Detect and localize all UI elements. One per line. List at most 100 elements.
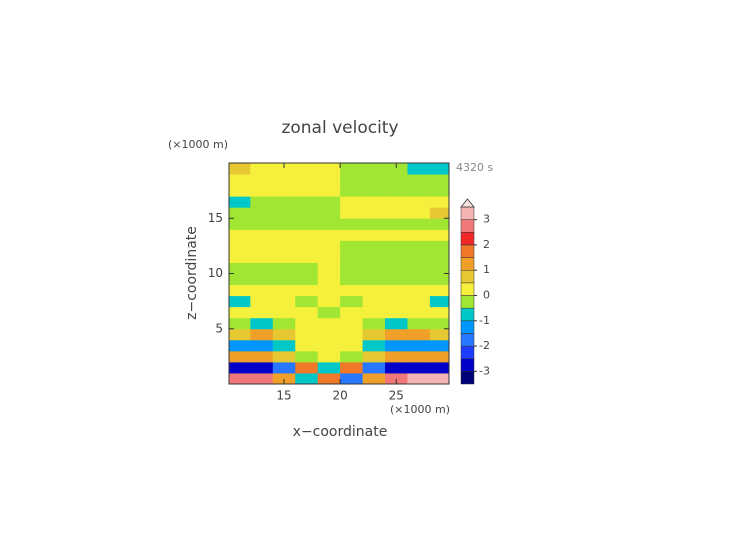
- contour-cell: [429, 251, 449, 263]
- contour-cell: [362, 350, 386, 363]
- contour-cell: [407, 350, 431, 363]
- contour-cell: [317, 372, 341, 384]
- contour-cell: [362, 328, 386, 341]
- contour-cell: [407, 262, 431, 274]
- colorbar-band: [460, 333, 475, 347]
- contour-cell: [407, 251, 431, 263]
- contour-cell: [362, 185, 386, 197]
- contour-cell: [317, 350, 341, 363]
- contour-cell: [340, 174, 364, 186]
- contour-cell: [272, 240, 296, 252]
- contour-cell: [340, 207, 364, 219]
- contour-cell: [385, 361, 408, 374]
- contour-cell: [407, 207, 431, 219]
- contour-cell: [250, 339, 274, 352]
- colorbar-band: [460, 244, 475, 258]
- contour-cell: [295, 306, 319, 319]
- colorbar-tick-label: 1: [483, 263, 490, 276]
- contour-cell: [250, 163, 274, 175]
- contour-cell: [229, 163, 251, 175]
- contour-cell: [385, 317, 408, 330]
- contour-cell: [429, 317, 449, 330]
- colorbar-band: [460, 295, 475, 309]
- x-axis-label: x−coordinate: [293, 424, 388, 440]
- colorbar-band: [460, 257, 475, 271]
- contour-cell: [429, 350, 449, 363]
- time-annotation: 4320 s: [456, 161, 493, 174]
- colorbar-band: [460, 206, 475, 220]
- colorbar-band: [460, 232, 475, 246]
- contour-cell: [272, 229, 296, 241]
- contour-cell: [317, 251, 341, 263]
- contour-cell: [272, 350, 296, 363]
- contour-cell: [407, 218, 431, 230]
- contour-cell: [295, 350, 319, 363]
- contour-cell: [250, 218, 274, 230]
- contour-cell: [362, 207, 386, 219]
- contour-cell: [340, 218, 364, 230]
- contour-cell: [250, 328, 274, 341]
- contour-cell: [407, 196, 431, 208]
- y-axis-label: z−coordinate: [184, 226, 200, 320]
- contour-cell: [272, 251, 296, 263]
- contour-cell: [317, 185, 341, 197]
- contour-cell: [317, 196, 341, 208]
- contour-cell: [340, 328, 364, 341]
- contour-cell: [272, 174, 296, 186]
- contour-cell: [429, 196, 449, 208]
- contour-cell: [407, 339, 431, 352]
- contour-cell: [362, 339, 386, 352]
- contour-cell: [407, 372, 431, 384]
- contour-cell: [250, 174, 274, 186]
- contour-cell: [407, 328, 431, 341]
- contour-cell: [340, 273, 364, 286]
- contour-cell: [429, 240, 449, 252]
- contour-cell: [317, 306, 341, 319]
- contour-cell: [362, 240, 386, 252]
- contour-cell: [429, 306, 449, 319]
- contour-cell: [317, 328, 341, 341]
- contour-cell: [340, 339, 364, 352]
- contour-cell: [250, 295, 274, 308]
- contour-cell: [407, 240, 431, 252]
- contour-cell: [362, 251, 386, 263]
- chart-title: zonal velocity: [281, 118, 398, 138]
- contour-cell: [340, 196, 364, 208]
- contour-cell: [385, 273, 408, 286]
- contour-cell: [229, 361, 251, 374]
- contour-cell: [317, 262, 341, 274]
- colorbar-tick-label: -3: [479, 364, 490, 377]
- contour-cell: [229, 328, 251, 341]
- contour-cell: [317, 163, 341, 175]
- y-tick-label: 10: [208, 266, 223, 280]
- contour-cell: [429, 372, 449, 384]
- x-unit: (×1000 m): [390, 403, 450, 416]
- contour-cell: [429, 229, 449, 241]
- contour-cell: [295, 328, 319, 341]
- contour-cell: [340, 372, 364, 384]
- contour-cell: [295, 361, 319, 374]
- x-tick-label: 25: [389, 389, 404, 403]
- contour-cell: [272, 361, 296, 374]
- colorbar-tick-label: 3: [483, 213, 490, 226]
- contour-cell: [250, 372, 274, 384]
- contour-cell: [272, 339, 296, 352]
- contour-cell: [229, 262, 251, 274]
- contour-cell: [362, 361, 386, 374]
- contour-cell: [385, 251, 408, 263]
- contour-cell: [362, 306, 386, 319]
- contour-cell: [385, 262, 408, 274]
- contour-cell: [429, 207, 449, 219]
- contour-cell: [295, 262, 319, 274]
- contour-cell: [272, 372, 296, 384]
- contour-cell: [295, 185, 319, 197]
- contour-cell: [385, 350, 408, 363]
- colorbar-band: [460, 358, 475, 372]
- contour-cell: [362, 174, 386, 186]
- contour-cell: [229, 174, 251, 186]
- contour-cell: [317, 295, 341, 308]
- contour-cell: [229, 229, 251, 241]
- contour-cell: [295, 229, 319, 241]
- contour-cell: [429, 185, 449, 197]
- contour-cell: [407, 163, 431, 175]
